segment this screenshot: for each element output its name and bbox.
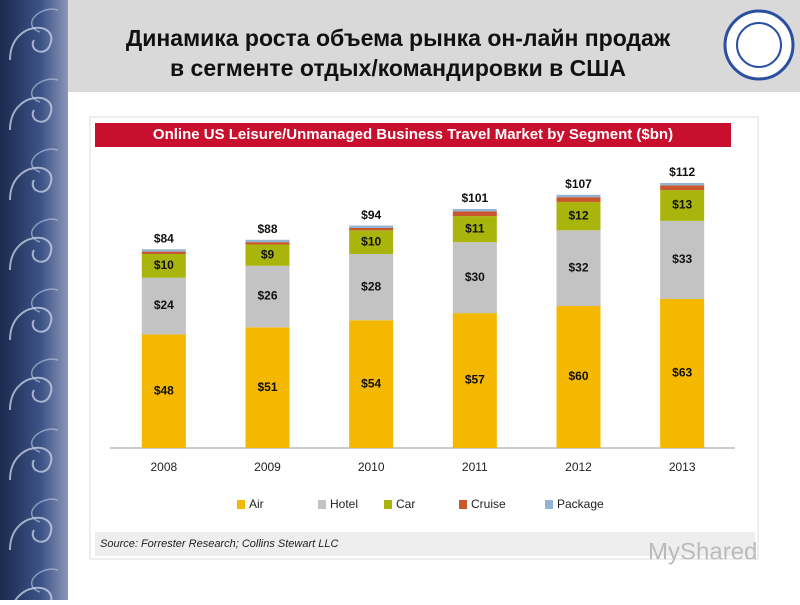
total-label: $88 <box>257 222 277 236</box>
x-tick-label: 2011 <box>462 460 488 474</box>
bar-segment <box>141 249 186 252</box>
bar-segment <box>556 194 601 198</box>
bar-segment <box>452 211 497 217</box>
legend-label: Air <box>249 497 264 511</box>
x-tick-label: 2008 <box>150 460 177 474</box>
x-tick-label: 2013 <box>669 460 696 474</box>
total-label: $101 <box>461 191 488 205</box>
value-label: $9 <box>261 247 275 261</box>
legend-label: Cruise <box>471 497 506 511</box>
bar-segment <box>452 209 497 212</box>
bar-segment <box>452 216 497 243</box>
watermark: MyShared <box>648 538 757 565</box>
bar-segment <box>349 230 394 254</box>
legend-swatch <box>384 500 392 509</box>
value-label: $57 <box>465 373 485 387</box>
legend-swatch <box>545 500 553 509</box>
chart-header <box>95 123 731 147</box>
value-label: $51 <box>257 380 277 394</box>
logo-ring <box>736 22 782 68</box>
x-tick-label: 2010 <box>358 460 385 474</box>
bar-segment <box>245 244 290 266</box>
value-label: $48 <box>154 383 174 397</box>
total-label: $84 <box>154 231 174 245</box>
legend-label: Package <box>557 497 604 511</box>
bar-segment <box>452 313 497 448</box>
bar-segment <box>245 327 290 448</box>
bar-segment <box>349 227 394 231</box>
total-label: $112 <box>669 165 695 179</box>
value-label: $30 <box>465 270 485 284</box>
value-label: $26 <box>257 289 277 303</box>
bar-segment <box>141 334 186 448</box>
value-label: $33 <box>672 252 692 266</box>
chart-title: Online US Leisure/Unmanaged Business Tra… <box>153 126 673 143</box>
legend-label: Car <box>396 497 415 511</box>
value-label: $13 <box>672 198 692 212</box>
bar-segment <box>660 220 705 299</box>
bar-segment <box>660 190 705 221</box>
value-label: $32 <box>568 260 588 274</box>
value-label: $63 <box>672 366 692 380</box>
value-label: $11 <box>465 221 485 235</box>
bar-segment <box>245 239 290 243</box>
legend-swatch <box>237 500 245 509</box>
bar-segment <box>245 265 290 328</box>
legend-label: Hotel <box>330 497 358 511</box>
source: Source: Forrester Research; Collins Stew… <box>100 538 338 550</box>
bar-segment <box>660 183 705 186</box>
value-label: $54 <box>361 376 381 390</box>
bar-segment <box>556 201 601 231</box>
value-label: $10 <box>154 258 174 272</box>
bar-segment <box>141 251 186 254</box>
bar-segment <box>660 185 705 191</box>
legend-swatch <box>459 500 467 509</box>
bar-segment <box>556 230 601 307</box>
value-label: $12 <box>568 208 588 222</box>
x-tick-label: 2012 <box>565 460 592 474</box>
bar-segment <box>141 277 186 335</box>
value-label: $28 <box>361 279 381 293</box>
value-label: $60 <box>568 369 588 383</box>
bar-segment <box>141 253 186 278</box>
title-band <box>68 0 800 92</box>
total-label: $94 <box>361 208 381 222</box>
bar-segment <box>556 197 601 202</box>
bar-segment <box>660 298 705 448</box>
bar-segment <box>349 320 394 448</box>
slide-title: Динамика роста объема рынка он-лайн прод… <box>126 25 671 51</box>
legend-swatch <box>318 500 326 509</box>
bar-segment <box>245 242 290 245</box>
decor-ornament <box>0 0 68 600</box>
slide-title: в сегменте отдых/командировки в США <box>170 55 626 81</box>
bar-segment <box>556 306 601 448</box>
bar-segment <box>349 225 394 228</box>
bar-segment <box>452 242 497 314</box>
logo <box>723 9 795 81</box>
source-band <box>95 532 755 556</box>
value-label: $24 <box>154 298 174 312</box>
value-label: $10 <box>361 234 381 248</box>
total-label: $107 <box>565 177 592 191</box>
x-tick-label: 2009 <box>254 460 281 474</box>
bar-segment <box>349 253 394 321</box>
chart-frame <box>89 116 759 560</box>
